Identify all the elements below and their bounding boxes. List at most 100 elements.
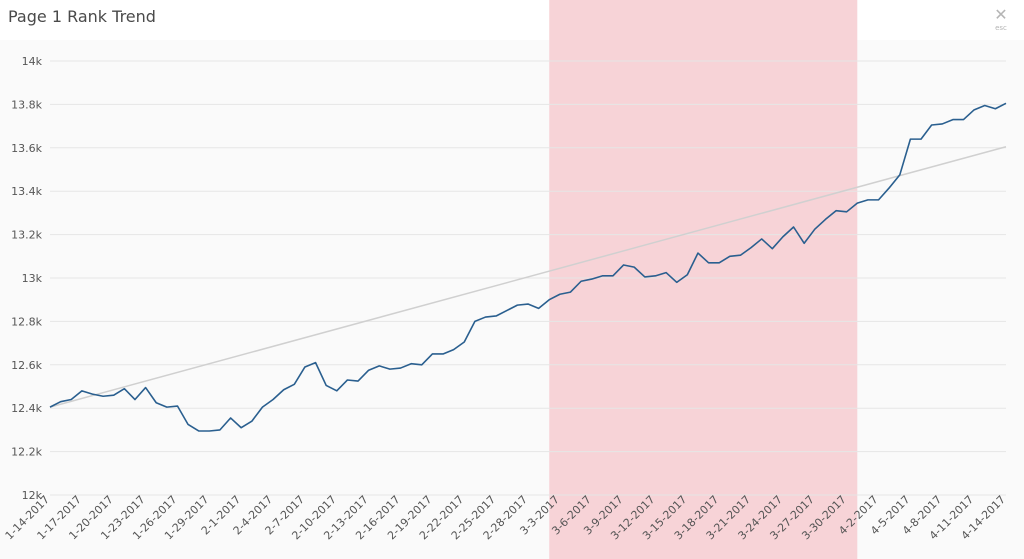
data-point[interactable] [887,186,891,190]
data-point[interactable] [526,302,530,306]
data-point[interactable] [207,429,211,433]
data-point[interactable] [473,319,477,323]
data-point[interactable] [962,118,966,122]
data-point[interactable] [250,419,254,423]
data-point[interactable] [112,393,116,397]
data-point[interactable] [197,429,201,433]
y-tick-label: 12.4k [11,402,42,415]
y-tick-label: 13.2k [11,229,42,242]
data-point[interactable] [813,227,817,231]
data-point[interactable] [69,398,73,402]
data-point[interactable] [101,394,105,398]
data-point[interactable] [675,280,679,284]
data-point[interactable] [356,379,360,383]
highlight-band [549,0,858,559]
data-point[interactable] [685,273,689,277]
data-point[interactable] [484,315,488,319]
data-point[interactable] [260,405,264,409]
data-point[interactable] [770,247,774,251]
data-point[interactable] [866,198,870,202]
data-point[interactable] [632,265,636,269]
data-point[interactable] [133,398,137,402]
data-point[interactable] [282,388,286,392]
data-point[interactable] [186,422,190,426]
data-point[interactable] [1004,101,1008,105]
data-point[interactable] [218,428,222,432]
data-point[interactable] [345,378,349,382]
data-point[interactable] [494,314,498,318]
data-point[interactable] [462,340,466,344]
y-tick-label: 14k [22,55,43,68]
data-point[interactable] [335,389,339,393]
data-point[interactable] [802,241,806,245]
data-point[interactable] [855,201,859,205]
data-point[interactable] [664,271,668,275]
data-point[interactable] [749,246,753,250]
data-point[interactable] [165,405,169,409]
data-point[interactable] [611,274,615,278]
data-point[interactable] [845,210,849,214]
data-point[interactable] [144,386,148,390]
data-point[interactable] [175,404,179,408]
data-point[interactable] [983,103,987,107]
data-point[interactable] [993,107,997,111]
data-point[interactable] [781,235,785,239]
data-point[interactable] [579,279,583,283]
close-hint: esc [995,24,1007,32]
data-point[interactable] [600,274,604,278]
data-point[interactable] [707,261,711,265]
data-point[interactable] [452,348,456,352]
data-point[interactable] [898,173,902,177]
data-point[interactable] [590,277,594,281]
data-point[interactable] [48,405,52,409]
data-point[interactable] [728,254,732,258]
data-point[interactable] [420,363,424,367]
data-point[interactable] [90,392,94,396]
data-point[interactable] [568,290,572,294]
data-point[interactable] [292,382,296,386]
data-point[interactable] [377,364,381,368]
data-point[interactable] [919,137,923,141]
data-point[interactable] [738,253,742,257]
data-point[interactable] [951,118,955,122]
data-point[interactable] [653,274,657,278]
data-point[interactable] [643,275,647,279]
data-point[interactable] [367,368,371,372]
y-tick-label: 13.6k [11,142,42,155]
data-point[interactable] [877,198,881,202]
data-point[interactable] [59,400,63,404]
data-point[interactable] [908,137,912,141]
data-point[interactable] [558,292,562,296]
data-point[interactable] [547,298,551,302]
data-point[interactable] [229,416,233,420]
data-point[interactable] [324,383,328,387]
data-point[interactable] [303,365,307,369]
data-point[interactable] [409,362,413,366]
data-point[interactable] [154,401,158,405]
data-point[interactable] [399,366,403,370]
data-point[interactable] [271,398,275,402]
data-point[interactable] [80,389,84,393]
data-point[interactable] [239,426,243,430]
data-point[interactable] [823,217,827,221]
data-point[interactable] [430,352,434,356]
data-point[interactable] [622,263,626,267]
data-point[interactable] [696,251,700,255]
y-tick-label: 13.4k [11,185,42,198]
data-point[interactable] [834,209,838,213]
data-point[interactable] [314,361,318,365]
data-point[interactable] [940,122,944,126]
data-point[interactable] [388,367,392,371]
data-point[interactable] [972,108,976,112]
data-point[interactable] [760,237,764,241]
data-point[interactable] [441,352,445,356]
data-point[interactable] [515,303,519,307]
data-point[interactable] [122,387,126,391]
close-button[interactable]: ✕ esc [988,6,1014,36]
data-point[interactable] [505,309,509,313]
data-point[interactable] [930,123,934,127]
data-point[interactable] [717,261,721,265]
data-point[interactable] [792,225,796,229]
data-point[interactable] [537,306,541,310]
